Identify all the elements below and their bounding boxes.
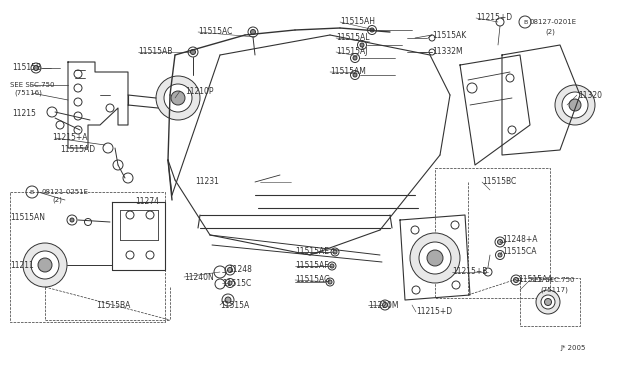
Text: 11515A: 11515A (220, 301, 249, 310)
Circle shape (333, 250, 337, 254)
Circle shape (545, 298, 552, 305)
Text: 11215+D: 11215+D (416, 308, 452, 317)
Circle shape (498, 253, 502, 257)
Text: 11210P: 11210P (185, 87, 214, 96)
Circle shape (497, 240, 502, 244)
Circle shape (250, 29, 255, 35)
Text: 11211: 11211 (10, 260, 34, 269)
Text: 11332M: 11332M (432, 48, 463, 57)
Circle shape (33, 65, 38, 71)
Text: 11515AJ: 11515AJ (336, 48, 367, 57)
Text: 11215+B: 11215+B (452, 267, 488, 276)
Circle shape (70, 218, 74, 222)
Circle shape (427, 250, 443, 266)
Circle shape (541, 295, 555, 309)
Circle shape (513, 278, 518, 282)
Text: SEE SEC.750: SEE SEC.750 (10, 82, 54, 88)
Text: 11248: 11248 (228, 266, 252, 275)
Text: 11215+D: 11215+D (476, 13, 512, 22)
Text: 11231: 11231 (195, 177, 219, 186)
Circle shape (164, 84, 192, 112)
Bar (10, 192, 165, 322)
Text: (2): (2) (545, 29, 555, 35)
Text: 11515AA: 11515AA (518, 276, 553, 285)
Circle shape (328, 280, 332, 284)
Circle shape (191, 49, 195, 55)
Text: 11215: 11215 (12, 109, 36, 119)
Text: B: B (30, 189, 34, 195)
Circle shape (171, 91, 185, 105)
Text: 11515AM: 11515AM (330, 67, 366, 77)
Text: 11240N: 11240N (184, 273, 214, 282)
Circle shape (555, 85, 595, 125)
Text: J* 2005: J* 2005 (560, 345, 586, 351)
Text: 11320: 11320 (578, 90, 602, 99)
Text: 11515AL: 11515AL (336, 33, 369, 42)
Text: SEE SEC.750: SEE SEC.750 (530, 277, 575, 283)
Circle shape (562, 92, 588, 118)
Text: 11515AC: 11515AC (198, 28, 232, 36)
Circle shape (410, 233, 460, 283)
Text: 11515AH: 11515AH (340, 17, 375, 26)
Text: 11515AN: 11515AN (10, 214, 45, 222)
Circle shape (353, 73, 357, 77)
Text: (75116): (75116) (14, 90, 42, 96)
Circle shape (383, 302, 387, 308)
Text: 11515B: 11515B (12, 64, 41, 73)
Circle shape (353, 56, 357, 60)
Circle shape (370, 28, 374, 32)
Circle shape (227, 267, 232, 273)
Text: 11515CA: 11515CA (502, 247, 536, 257)
Text: 11515AG: 11515AG (295, 276, 330, 285)
Bar (520, 278, 580, 326)
Circle shape (419, 242, 451, 274)
Circle shape (31, 251, 59, 279)
Bar (435, 168, 550, 298)
Text: 08127-0201E: 08127-0201E (530, 19, 577, 25)
Text: B: B (523, 19, 527, 25)
Circle shape (23, 243, 67, 287)
Text: 11215+A: 11215+A (52, 134, 88, 142)
Circle shape (536, 290, 560, 314)
Circle shape (360, 43, 364, 47)
Text: 11515AB: 11515AB (138, 48, 172, 57)
Circle shape (569, 99, 581, 111)
Text: 11515AF: 11515AF (295, 262, 328, 270)
Text: (2): (2) (52, 197, 62, 203)
Text: 11515BC: 11515BC (482, 177, 516, 186)
Circle shape (228, 281, 232, 285)
Text: 11248+A: 11248+A (502, 235, 538, 244)
Text: 11515AD: 11515AD (60, 145, 95, 154)
Text: 11515AK: 11515AK (432, 31, 467, 39)
Text: 08121-0251E: 08121-0251E (42, 189, 89, 195)
Text: 11274: 11274 (135, 198, 159, 206)
Text: (75117): (75117) (540, 287, 568, 293)
Circle shape (225, 297, 231, 303)
Circle shape (156, 76, 200, 120)
Text: 11515C: 11515C (222, 279, 252, 288)
Text: 11220M: 11220M (368, 301, 399, 310)
Circle shape (330, 264, 334, 268)
Text: 11515BA: 11515BA (96, 301, 131, 310)
Circle shape (38, 258, 52, 272)
Text: 11515AE: 11515AE (295, 247, 329, 257)
